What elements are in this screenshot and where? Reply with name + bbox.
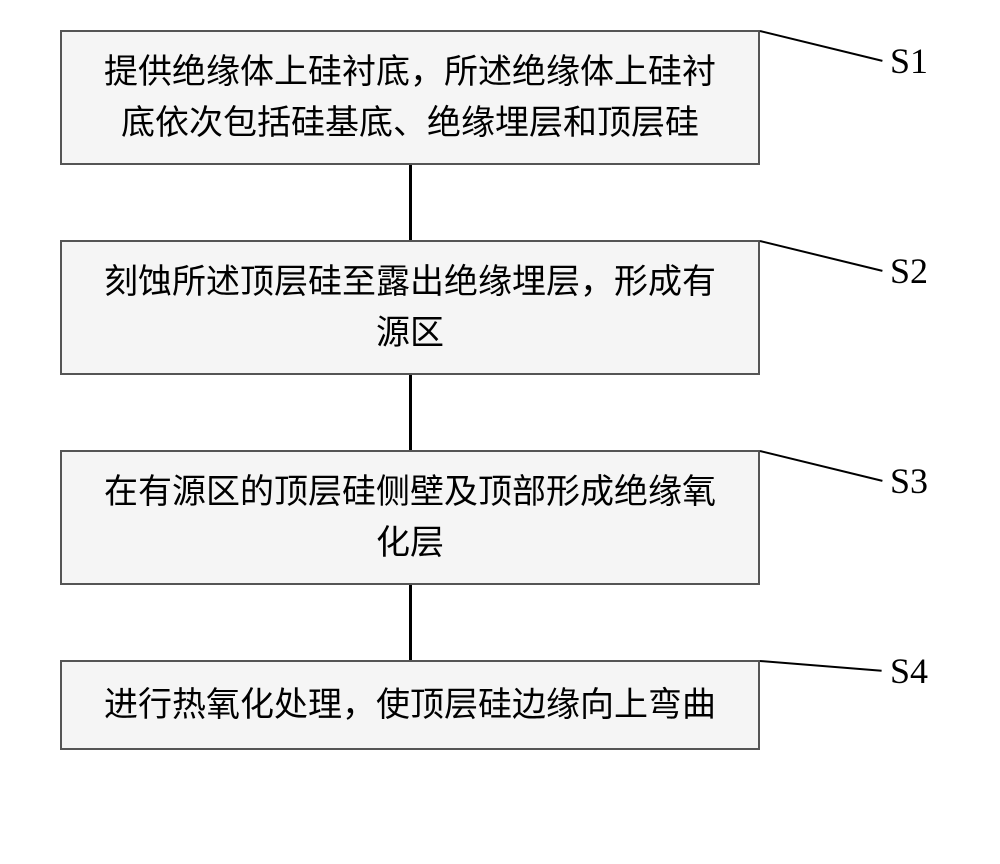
leader-s3 [760, 450, 882, 482]
leader-s1 [760, 30, 882, 62]
step-text: 刻蚀所述顶层硅至露出绝缘埋层，形成有 源区 [104, 257, 716, 359]
connector-3-4 [409, 585, 412, 660]
step-text: 在有源区的顶层硅侧壁及顶部形成绝缘氧 化层 [104, 467, 716, 569]
connector-2-3 [409, 375, 412, 450]
leader-s2 [760, 240, 882, 272]
connector-1-2 [409, 165, 412, 240]
step-box-s1: 提供绝缘体上硅衬底，所述绝缘体上硅衬 底依次包括硅基底、绝缘埋层和顶层硅 [60, 30, 760, 165]
leader-s4 [760, 660, 882, 672]
step-box-s4: 进行热氧化处理，使顶层硅边缘向上弯曲 [60, 660, 760, 750]
step-box-s3: 在有源区的顶层硅侧壁及顶部形成绝缘氧 化层 [60, 450, 760, 585]
step-label-s3: S3 [890, 460, 928, 502]
step-box-s2: 刻蚀所述顶层硅至露出绝缘埋层，形成有 源区 [60, 240, 760, 375]
flowchart-container: { "layout": { "box_left": 60, "box_width… [0, 0, 1000, 864]
step-text: 进行热氧化处理，使顶层硅边缘向上弯曲 [104, 680, 716, 731]
step-label-s4: S4 [890, 650, 928, 692]
step-label-s2: S2 [890, 250, 928, 292]
step-text: 提供绝缘体上硅衬底，所述绝缘体上硅衬 底依次包括硅基底、绝缘埋层和顶层硅 [104, 47, 716, 149]
step-label-s1: S1 [890, 40, 928, 82]
